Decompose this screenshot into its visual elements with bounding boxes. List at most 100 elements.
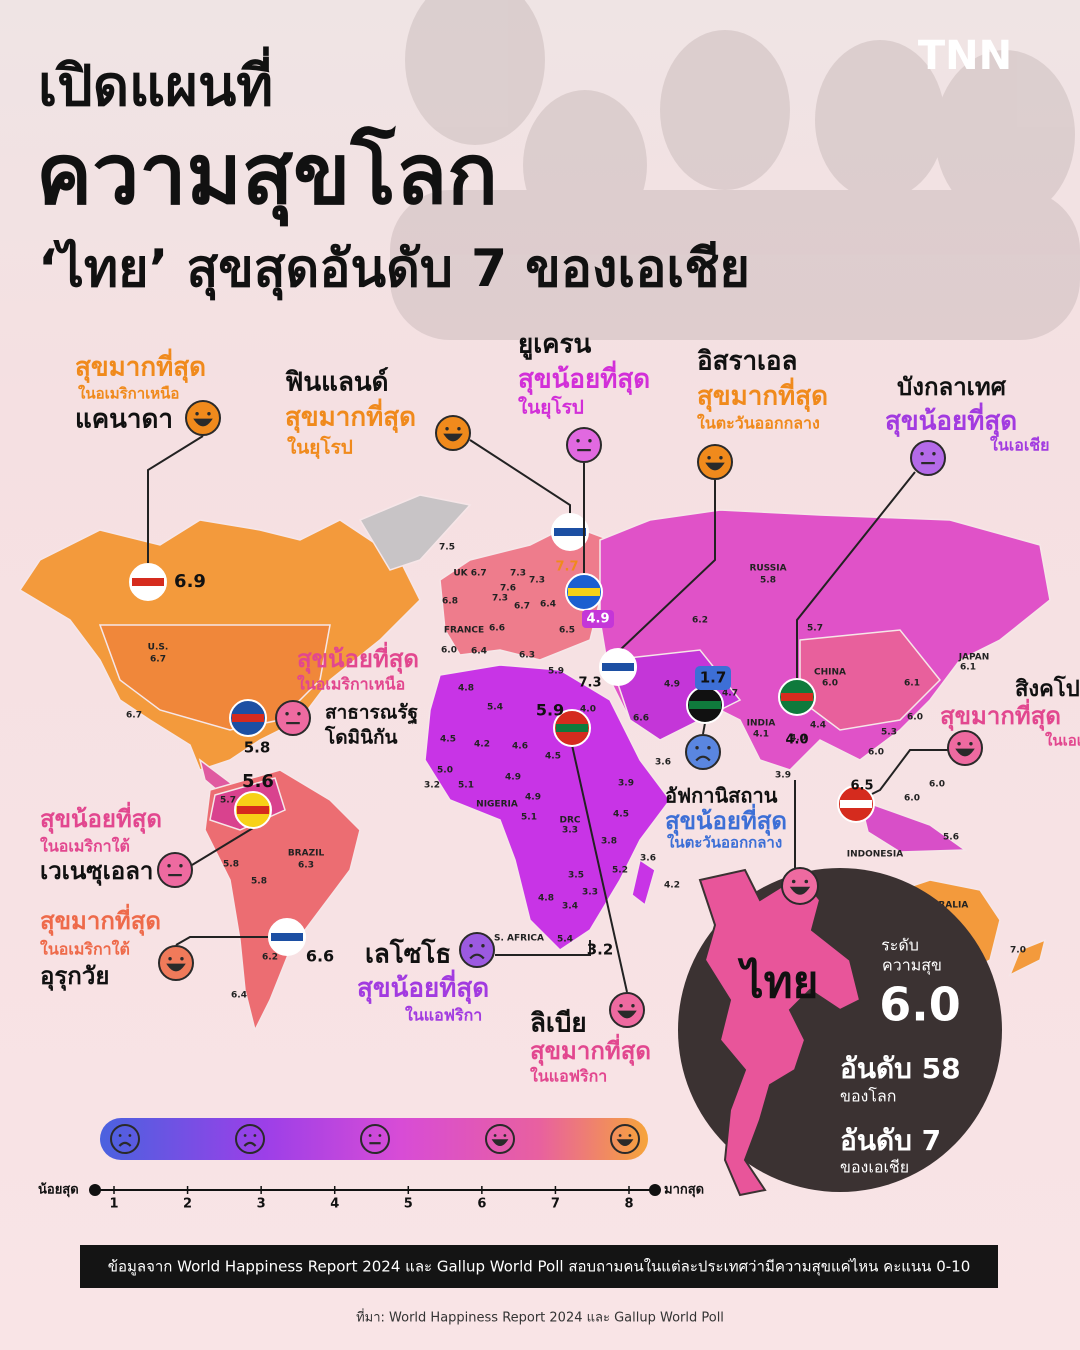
thailand-score: 6.0 — [879, 978, 961, 1032]
callout-region: ในยุโรป — [287, 436, 353, 460]
face-icon — [685, 734, 721, 770]
leader-line — [869, 749, 950, 796]
leader-line — [469, 439, 571, 514]
callout-status: สุขมากที่สุด — [285, 398, 416, 434]
map-label: 5.7 — [807, 624, 823, 634]
callout-region: ในอเมริกาใต้ — [40, 837, 130, 856]
face-mouth — [243, 1141, 257, 1147]
face-eye — [378, 1134, 382, 1137]
face-eye — [588, 439, 592, 443]
face-circle — [910, 440, 946, 476]
map-label: INDONESIA — [847, 850, 904, 860]
callout-region: ในยุโรป — [518, 396, 584, 420]
map-label: 3.4 — [562, 902, 578, 912]
face-circle — [360, 1124, 390, 1154]
face-mouth — [193, 418, 213, 427]
brand-logo: TNN — [918, 33, 1012, 79]
map-label: 4.5 — [440, 735, 456, 745]
map-label: 5.3 — [881, 728, 897, 738]
map-label: 6.7 — [126, 711, 142, 721]
map-label: 6.8 — [442, 597, 458, 607]
face-mouth — [118, 1141, 132, 1147]
madagascar — [631, 858, 656, 907]
callout-region: ในตะวันออกกลาง — [667, 834, 782, 852]
map-label: 7.5 — [439, 543, 455, 553]
map-label: 4.0 — [580, 705, 596, 715]
map-label: 3.6 — [640, 854, 656, 864]
map-label: JAPAN — [958, 653, 990, 663]
flag-stripe — [132, 578, 164, 586]
face-circle — [609, 992, 645, 1028]
callout-country2: โดมินิกัน — [324, 726, 398, 749]
leader-line — [796, 471, 916, 680]
map-label: 7.6 — [500, 584, 516, 594]
map-label: 6.1 — [904, 679, 920, 689]
callout-country: อัฟกานิสถาน — [665, 784, 778, 808]
scale-max-label: มากสุด — [664, 1183, 704, 1198]
map-label: 5.1 — [521, 813, 537, 823]
face-eye — [707, 746, 711, 750]
flag-stripe — [602, 663, 634, 671]
map-label: 5.1 — [458, 781, 474, 791]
world-map — [18, 494, 1051, 1033]
map-label: 5.8 — [760, 576, 776, 586]
map-label: FRANCE — [444, 626, 484, 636]
face-circle — [157, 852, 193, 888]
callout-country: อุรุกวัย — [40, 962, 109, 992]
callout-score: 7.7 — [555, 560, 578, 575]
callout-status: สุขมากที่สุด — [697, 377, 828, 413]
map-label: 6.4 — [231, 991, 247, 1001]
face-eye — [695, 746, 699, 750]
face-icon — [459, 932, 495, 968]
flag-stripe — [554, 528, 586, 536]
scale-tick-label: 5 — [404, 1197, 413, 1212]
map-label: 4.8 — [538, 894, 554, 904]
callout-region: ในแอฟริกา — [405, 1006, 482, 1025]
map-label: RUSSIA — [749, 564, 786, 574]
face-circle — [485, 1124, 515, 1154]
face-eye — [503, 1134, 507, 1137]
thailand-asia-rank: อันดับ 7 — [840, 1124, 941, 1157]
leader-line — [495, 940, 591, 956]
face-icon — [781, 867, 819, 905]
scale-tick-label: 8 — [624, 1197, 633, 1212]
callout-region: ในเอเชีย — [1045, 732, 1080, 750]
face-eye — [118, 1134, 122, 1137]
photo-people — [390, 0, 1080, 340]
face-eye — [493, 1134, 497, 1137]
face-circle — [610, 1124, 640, 1154]
map-label: 3.9 — [775, 771, 791, 781]
face-mouth — [443, 433, 463, 442]
map-label: S. AFRICA — [494, 934, 544, 944]
callout-status: สุขน้อยที่สุด — [297, 641, 419, 675]
footer-source: ที่มา: World Happiness Report 2024 และ G… — [356, 1309, 724, 1326]
flag-stripe — [232, 714, 264, 722]
face-circle — [110, 1124, 140, 1154]
face-icon — [110, 1124, 140, 1154]
map-label: 6.3 — [298, 861, 314, 871]
callout-country: เลโซโธ — [365, 938, 451, 970]
map-label: 4.9 — [525, 793, 541, 803]
face-icon — [610, 1124, 640, 1154]
map-label: 4.9 — [664, 680, 680, 690]
title-line3: ‘ไทย’ สุขสุดอันดับ 7 ของเอเชีย — [38, 238, 750, 301]
map-label: UK 6.7 — [453, 569, 486, 579]
scale-tick-label: 4 — [330, 1197, 339, 1212]
map-label: 4.5 — [613, 810, 629, 820]
face-circle — [235, 1124, 265, 1154]
greenland — [358, 494, 472, 571]
map-label: 3.2 — [424, 781, 440, 791]
callout-status: สุขมากที่สุด — [530, 1033, 651, 1067]
face-mouth — [617, 1010, 637, 1019]
map-label: 6.5 — [559, 626, 575, 636]
callout-score: 1.7 — [700, 669, 727, 687]
face-mouth — [695, 755, 711, 762]
face-icon — [697, 444, 733, 480]
callout-score: 4.9 — [586, 612, 609, 627]
face-circle — [685, 734, 721, 770]
map-label: 4.5 — [545, 752, 561, 762]
